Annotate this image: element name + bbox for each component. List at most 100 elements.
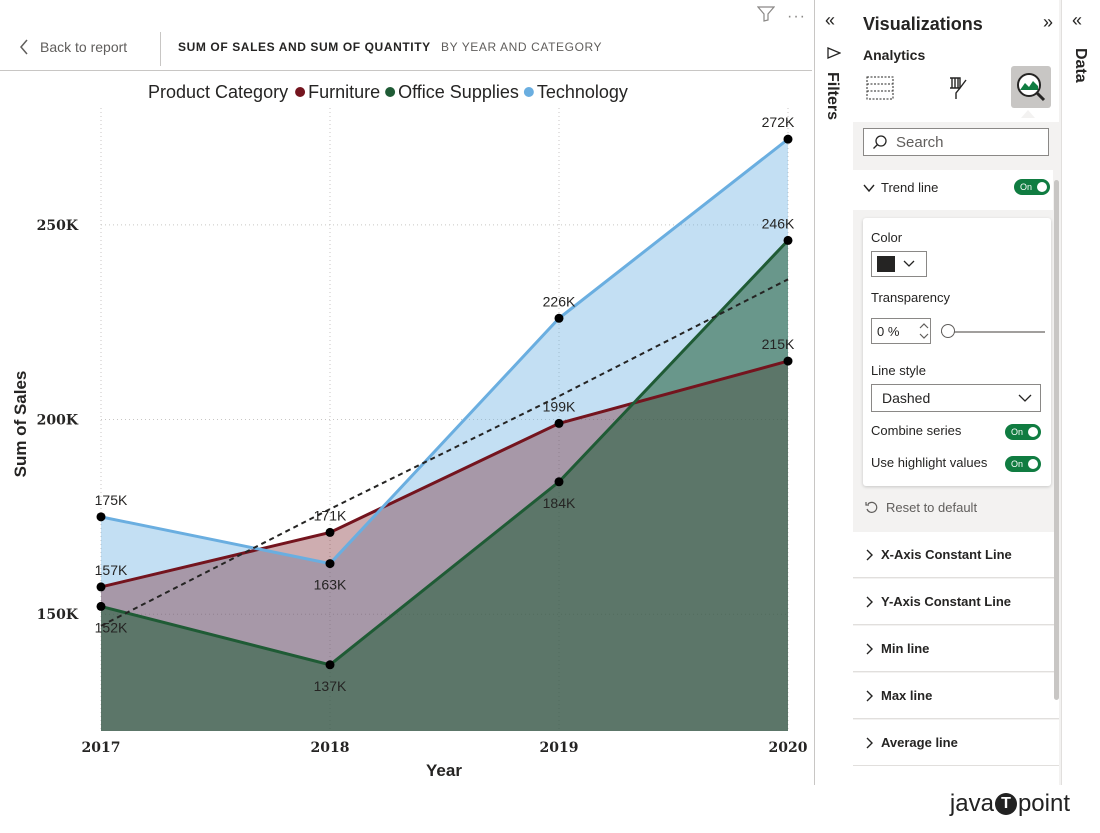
more-options-icon[interactable]: ···	[787, 7, 806, 25]
y-axis-title: Sum of Sales	[11, 371, 30, 478]
chevron-right-icon	[866, 549, 873, 560]
data-point[interactable]	[783, 356, 793, 366]
chart-legend: Product Category Furniture Office Supplies…	[148, 82, 628, 102]
filters-label[interactable]: Filters	[824, 72, 841, 121]
search-placeholder: Search	[896, 133, 944, 151]
transparency-input[interactable]: 0 %	[871, 318, 931, 344]
transparency-slider-track[interactable]	[941, 331, 1045, 333]
section-label: X-Axis Constant Line	[881, 547, 1012, 562]
collapse-viz-chevron-icon[interactable]: »	[1042, 12, 1053, 32]
line-style-dropdown[interactable]: Dashed	[871, 384, 1041, 412]
y-tick-label: 150K	[37, 607, 79, 623]
legend-title: Product Category	[148, 82, 288, 102]
data-point[interactable]	[325, 559, 335, 569]
brand-mark: T	[994, 793, 1017, 815]
trend-line-label: Trend line	[881, 180, 939, 195]
expand-data-chevron-icon[interactable]: «	[1072, 10, 1083, 30]
highlight-values-label: Use highlight values	[871, 455, 988, 470]
tab-indicator	[1021, 110, 1035, 118]
area-chart[interactable]: Product Category Furniture Office Supplies…	[0, 72, 812, 785]
legend-item: Office Supplies	[398, 82, 519, 102]
analytics-icon[interactable]	[1011, 66, 1051, 108]
data-point[interactable]	[325, 660, 335, 670]
data-point[interactable]	[96, 601, 106, 611]
section-label: Max line	[881, 688, 933, 703]
reset-to-default-button[interactable]: Reset to default	[865, 500, 977, 515]
data-point[interactable]	[96, 512, 106, 522]
combine-series-label: Combine series	[871, 423, 962, 438]
legend-item: Furniture	[308, 82, 380, 102]
section-label: Min line	[881, 641, 930, 656]
reset-icon	[865, 501, 878, 513]
chevron-down-icon	[863, 184, 875, 192]
section-label: Average line	[881, 735, 958, 750]
trend-line-options-card: Color Transparency 0 % Line style Dashed…	[863, 218, 1051, 486]
back-to-report-button[interactable]: Back to report	[18, 38, 127, 56]
data-label: 246K	[762, 215, 795, 231]
x-axis-title: Year	[426, 761, 462, 780]
filters-pane-collapsed[interactable]: « Filters	[815, 0, 854, 785]
spinner-icon[interactable]	[918, 321, 930, 341]
filter-icon[interactable]	[756, 6, 776, 27]
trend-line-toggle[interactable]: On	[1014, 179, 1050, 195]
back-label: Back to report	[40, 39, 128, 55]
data-point[interactable]	[325, 527, 335, 537]
trend-line	[100, 278, 789, 627]
visualizations-pane: Visualizations » Analytics Search Trend …	[853, 0, 1061, 785]
x-tick-label: 2018	[311, 740, 350, 756]
data-point[interactable]	[783, 134, 793, 144]
data-pane-collapsed[interactable]: « Data	[1061, 0, 1100, 785]
analytics-section-max-line[interactable]: Max line	[853, 673, 1059, 719]
data-label: 199K	[543, 398, 576, 414]
series-line-technology	[100, 137, 789, 566]
y-tick-label: 200K	[37, 413, 79, 429]
data-label: 175K	[95, 492, 128, 508]
transparency-slider-thumb[interactable]	[941, 324, 955, 338]
transparency-value: 0 %	[877, 323, 900, 339]
report-canvas: ··· Back to report SUM OF SALES AND SUM …	[0, 0, 815, 785]
data-label: 137K	[314, 678, 347, 694]
data-label: 171K	[314, 507, 347, 523]
chevron-right-icon	[866, 596, 873, 607]
color-swatch	[877, 256, 895, 272]
legend-item: Technology	[537, 82, 628, 102]
data-label: 157K	[95, 562, 128, 578]
toggle-text: On	[1011, 427, 1024, 437]
chart-data-labels: 157K 171K 199K 215K 152K 137K 184K 246K 175K 163K…	[95, 114, 795, 694]
highlight-values-toggle[interactable]: On	[1005, 456, 1041, 472]
trend-line-section-header[interactable]: Trend line	[863, 180, 938, 195]
area-office-supplies	[101, 240, 788, 731]
chart-points[interactable]	[96, 134, 793, 670]
expand-filters-chevron-icon[interactable]: «	[825, 10, 836, 30]
pane-scrollbar[interactable]	[1054, 180, 1059, 700]
analytics-section-x-axis-constant-line[interactable]: X-Axis Constant Line	[853, 532, 1059, 578]
combine-series-toggle[interactable]: On	[1005, 424, 1041, 440]
build-visual-icon[interactable]	[860, 68, 900, 108]
data-point[interactable]	[783, 235, 793, 245]
search-icon	[873, 135, 887, 149]
search-input[interactable]: Search	[863, 128, 1049, 156]
data-point[interactable]	[554, 418, 564, 428]
nav-divider	[160, 32, 161, 66]
data-label[interactable]: Data	[1072, 48, 1089, 83]
data-label: 215K	[762, 336, 795, 352]
visual-header-icons: ···	[756, 6, 806, 27]
legend-marker	[385, 87, 396, 97]
chevron-right-icon	[866, 690, 873, 701]
analytics-section-min-line[interactable]: Min line	[853, 626, 1059, 672]
chevron-down-icon	[903, 260, 915, 267]
series-line-office-supplies	[100, 239, 790, 667]
data-label: 272K	[762, 114, 795, 130]
color-picker[interactable]	[871, 251, 927, 277]
data-label: 163K	[314, 577, 347, 593]
toggle-knob	[1028, 459, 1038, 469]
brand-left: java	[949, 790, 994, 817]
analytics-section-average-line[interactable]: Average line	[853, 720, 1059, 766]
transparency-label: Transparency	[871, 290, 950, 305]
data-point[interactable]	[96, 582, 106, 592]
analytics-section-y-axis-constant-line[interactable]: Y-Axis Constant Line	[853, 579, 1059, 625]
data-point[interactable]	[554, 477, 564, 487]
data-point[interactable]	[554, 313, 564, 323]
format-visual-icon[interactable]	[937, 68, 977, 108]
